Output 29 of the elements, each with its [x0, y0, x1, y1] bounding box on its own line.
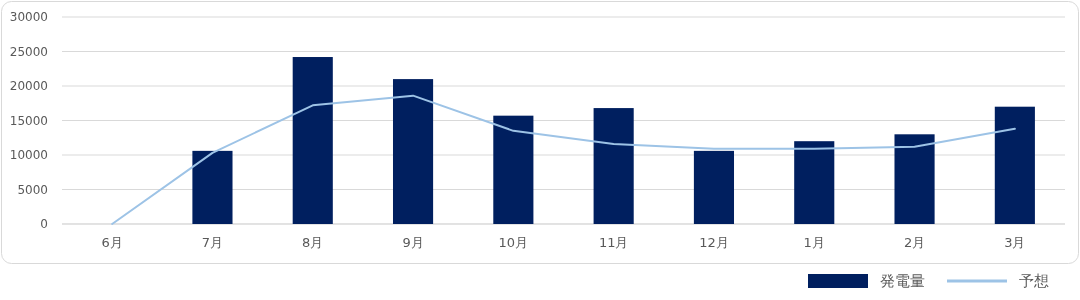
- y-tick-label: 0: [40, 217, 48, 231]
- y-tick-label: 15000: [9, 113, 48, 128]
- bar: [693, 150, 735, 224]
- y-tick-label: 20000: [9, 79, 48, 93]
- bar: [593, 108, 634, 224]
- bar: [894, 134, 935, 224]
- x-tick-label: 8月: [302, 235, 324, 250]
- x-tick-label: 10月: [498, 235, 529, 250]
- line-series: [111, 94, 1016, 225]
- legend-label: 予想: [1019, 272, 1049, 290]
- y-tick-label: 30000: [9, 10, 48, 24]
- bar: [493, 115, 534, 224]
- bar: [994, 106, 1035, 224]
- x-tick-label: 12月: [699, 235, 729, 250]
- bar: [392, 79, 434, 224]
- x-tick-label: 9月: [402, 235, 424, 250]
- bar: [292, 57, 333, 224]
- x-tick-label: 2月: [903, 235, 926, 250]
- bar: [192, 150, 233, 224]
- bar: [794, 141, 835, 224]
- x-tick-label: 11月: [598, 235, 629, 250]
- x-tick-label: 7月: [201, 235, 224, 250]
- x-tick-label: 3月: [1004, 235, 1026, 250]
- y-tick-label: 25000: [9, 44, 48, 59]
- x-tick-label: 6月: [101, 235, 123, 250]
- x-tick-label: 1月: [803, 235, 825, 250]
- y-tick-label: 10000: [9, 148, 48, 162]
- y-tick-label: 5000: [17, 182, 48, 197]
- legend-label: 発電量: [880, 272, 925, 290]
